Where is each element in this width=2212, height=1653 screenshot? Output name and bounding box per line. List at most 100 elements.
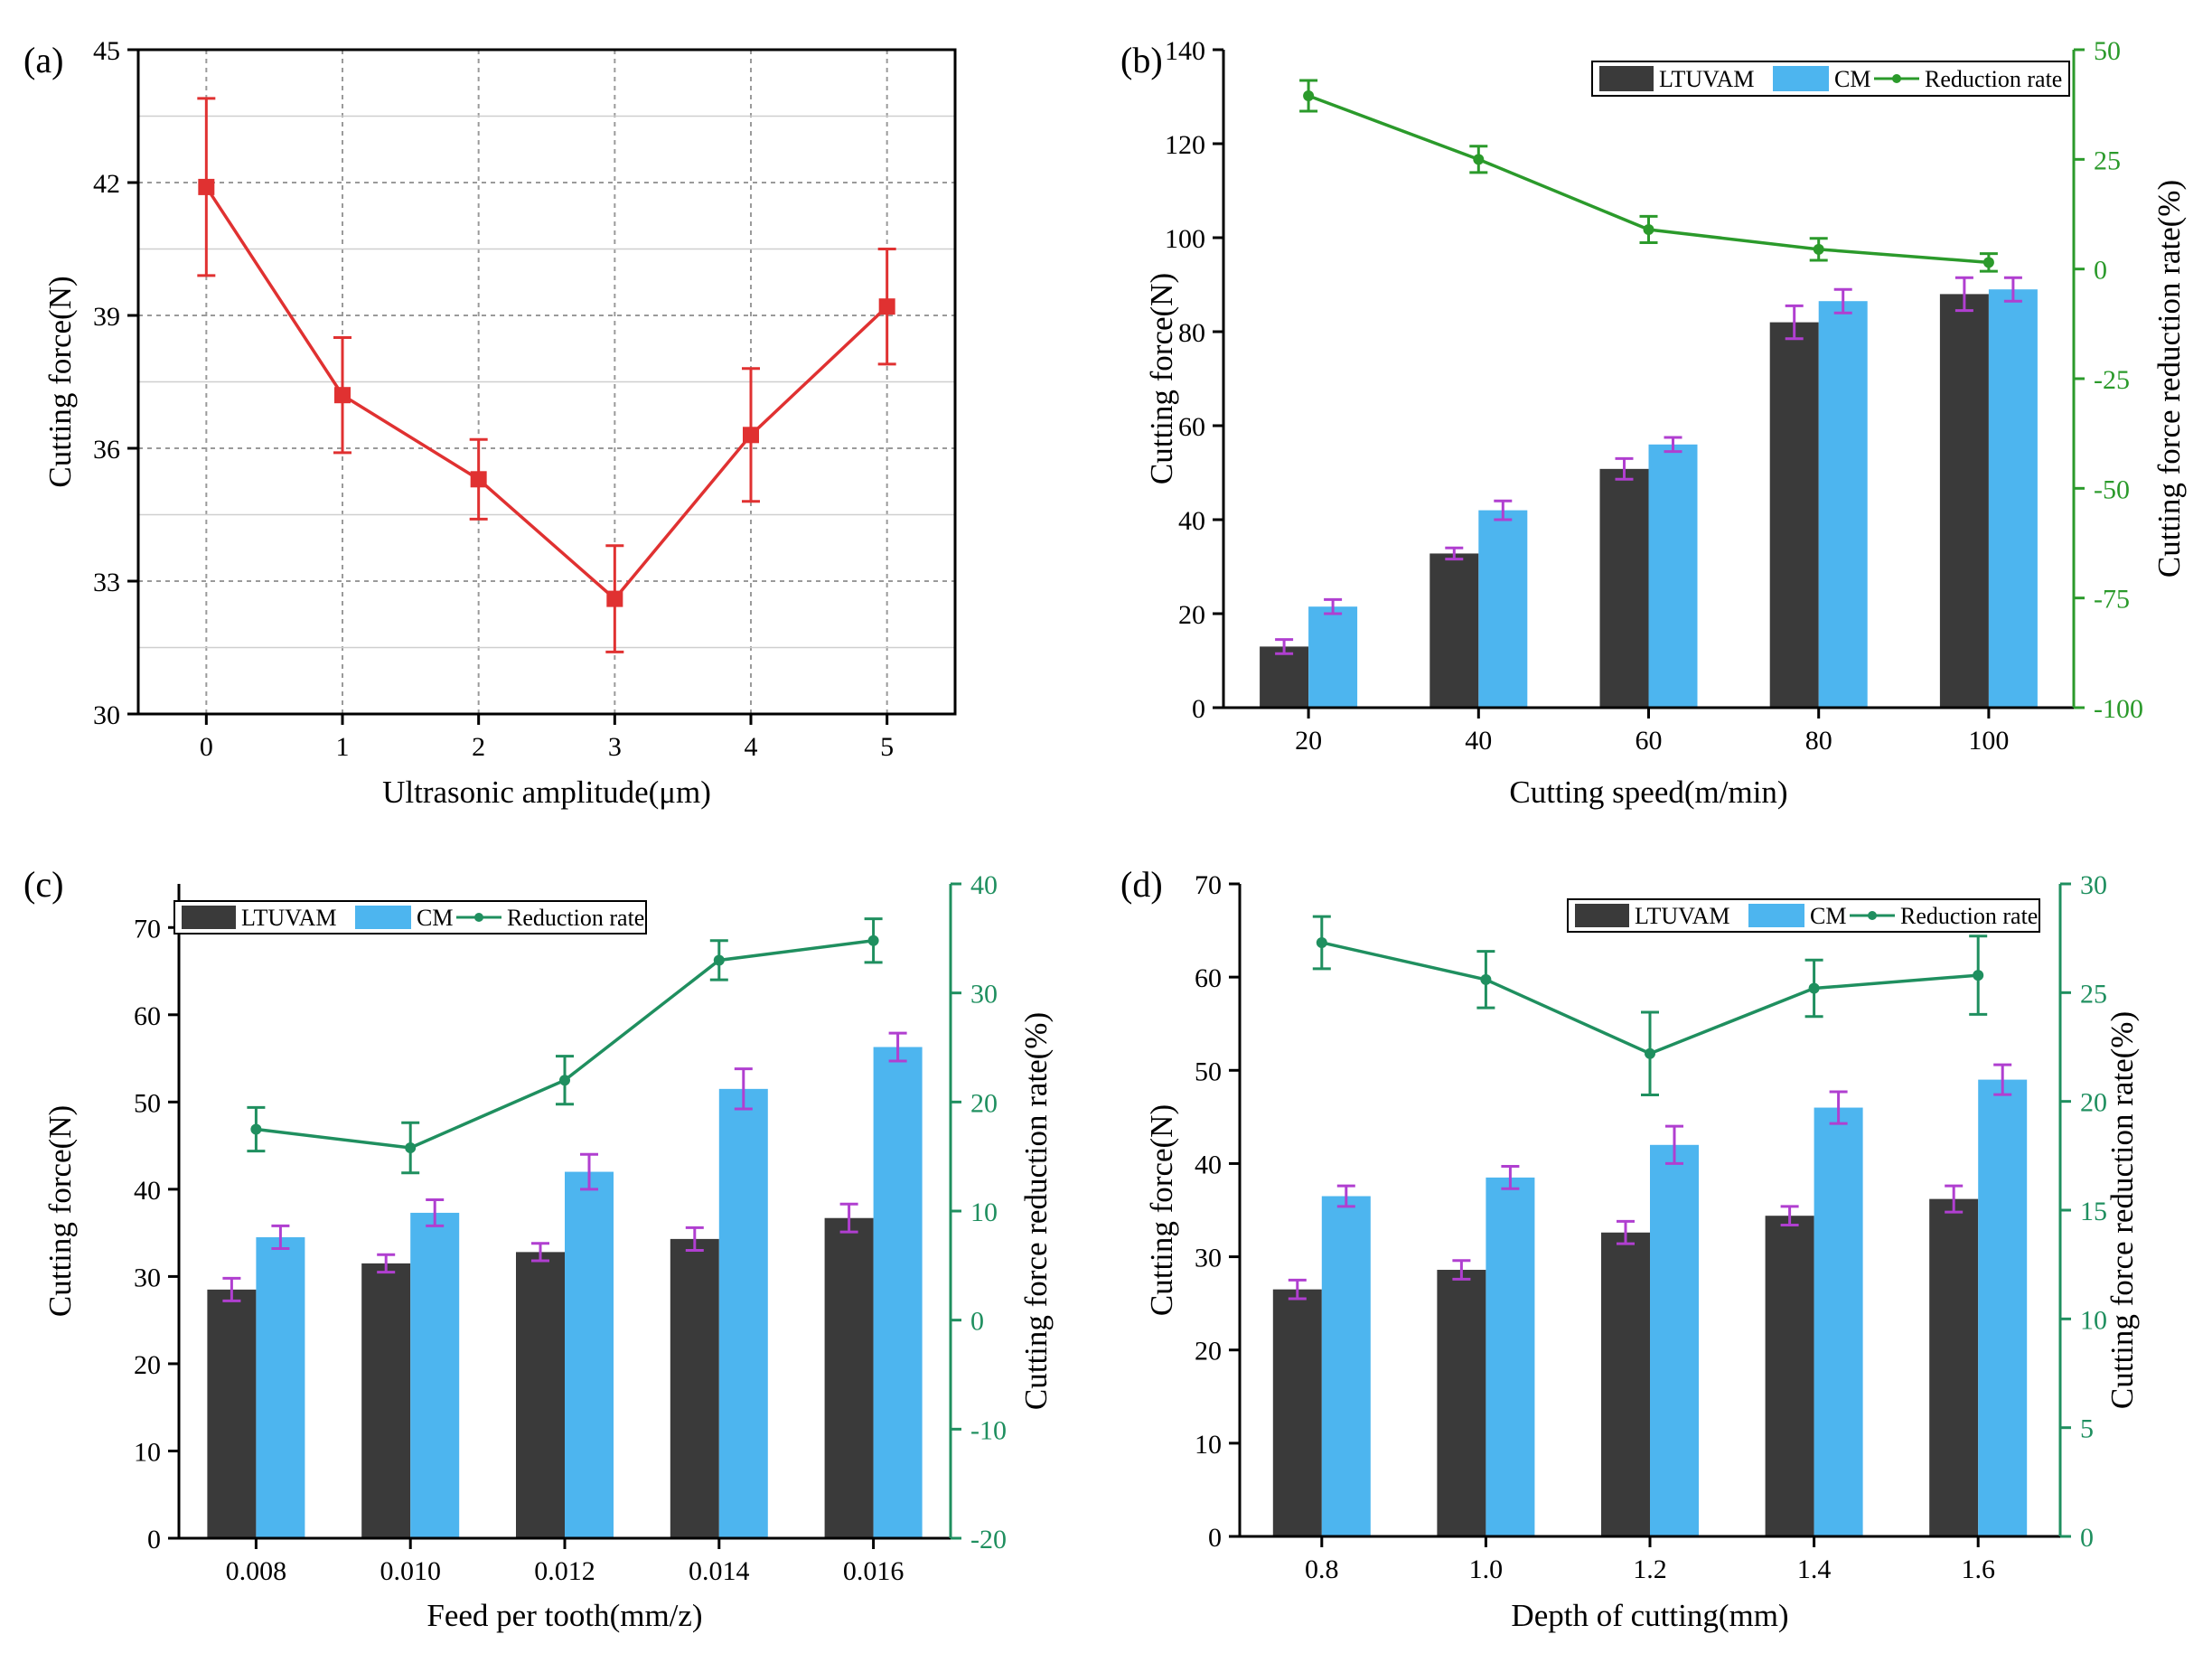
cutting-force-point [743,427,759,444]
x-axis-title: Ultrasonic amplitude(μm) [382,775,711,810]
ltuvam-bar [207,1289,257,1538]
cm-bar [1478,510,1528,708]
ltuvam-bar [1769,322,1819,708]
ltuvam-bar [824,1217,874,1538]
y2-tick-label: 25 [2080,979,2107,1009]
y-tick-label: 60 [1178,412,1205,442]
y2-tick-label: 30 [970,980,998,1010]
y-tick-label: 30 [93,700,120,730]
y2-tick-label: 25 [2094,146,2121,175]
y2-tick-label: 50 [2094,36,2121,66]
y-tick-label: 50 [1195,1057,1222,1086]
y-axis-title: Cutting force(N) [1144,1104,1179,1316]
y2-tick-label: 15 [2080,1197,2107,1226]
panel-label: (c) [23,864,63,905]
x-tick-label: 4 [745,732,758,762]
y-tick-label: 50 [134,1088,161,1118]
reduction-rate-line [256,939,874,1150]
chart-panel-c: (c) 0 10 20 30 40 50 60 70 -20 -10 0 10 20 30 40 0.008 0.… [23,864,1054,1633]
ltuvam-bar [1437,1270,1486,1536]
legend-reduction-marker [1868,911,1877,920]
y-tick-label: 70 [1195,870,1222,900]
x-tick-label: 80 [1805,726,1832,756]
y-tick-label: 60 [134,1001,161,1031]
y-tick-label: 42 [93,169,120,199]
legend-reduction-label: Reduction rate [507,905,644,931]
y-tick-label: 40 [134,1176,161,1206]
y-axis-title: Cutting force(N) [42,1105,78,1317]
y2-axis-title: Cutting force reduction rate(%) [2104,1011,2140,1409]
x-tick-label: 20 [1295,726,1322,756]
y2-tick-label: 30 [2080,870,2107,900]
cutting-force-point [878,298,895,315]
x-tick-label: 2 [472,732,485,762]
x-tick-label: 1.2 [1633,1554,1667,1584]
panel-label: (a) [23,40,63,80]
cm-bar [1486,1177,1535,1536]
cm-bar [718,1088,768,1538]
y-tick-label: 0 [1208,1523,1222,1553]
y2-tick-label: 20 [2080,1088,2107,1118]
x-tick-label: 0.016 [843,1556,904,1586]
y2-tick-label: -10 [970,1415,1007,1445]
reduction-rate-point [1973,970,1984,981]
y-tick-label: 140 [1165,36,1205,66]
cm-bar [873,1047,923,1538]
legend-reduction-marker [1892,74,1901,83]
x-tick-label: 60 [1636,726,1663,756]
reduction-rate-point [250,1123,262,1135]
legend-reduction-label: Reduction rate [1925,66,2062,92]
legend-ltuvam-label: LTUVAM [241,905,336,931]
legend-ltuvam-label: LTUVAM [1635,903,1729,929]
y-tick-label: 33 [93,568,120,597]
cm-bar [1978,1079,2028,1536]
y-tick-label: 30 [134,1263,161,1292]
ltuvam-bar [516,1252,565,1538]
y-tick-label: 20 [1195,1337,1222,1367]
y-tick-label: 80 [1178,318,1205,348]
reduction-rate-point [1643,223,1654,235]
x-axis-title: Feed per tooth(mm/z) [426,1598,702,1633]
y2-tick-label: 10 [2080,1305,2107,1335]
cm-bar [256,1236,305,1538]
legend-cm-label: CM [1834,66,1870,92]
cm-bar [1650,1144,1699,1536]
y-tick-label: 40 [1178,506,1205,536]
ltuvam-bar [1599,468,1649,708]
reduction-rate-point [1982,257,1994,268]
reduction-rate-point [1813,243,1824,255]
ltuvam-bar [1601,1232,1650,1536]
x-tick-label: 0.008 [226,1556,287,1586]
y2-tick-label: 40 [970,870,998,900]
y-axis-title: Cutting force(N) [1144,273,1179,484]
reduction-rate-point [1808,982,1820,994]
x-tick-label: 1.4 [1797,1554,1832,1584]
panel-label: (d) [1120,864,1163,905]
ltuvam-bar [1260,646,1309,708]
ltuvam-bar [361,1263,411,1538]
y2-tick-label: 20 [970,1088,998,1118]
x-tick-label: 100 [1968,726,2009,756]
ltuvam-bar [670,1238,719,1538]
cm-bar [1648,444,1698,708]
x-tick-label: 0 [200,732,213,762]
ltuvam-bar [1939,294,1989,708]
cm-bar [1814,1107,1863,1536]
legend-cm-label: CM [417,905,453,931]
reduction-rate-point [867,935,879,946]
y-tick-label: 10 [1195,1430,1222,1460]
chart-panel-d: (d) 0 10 20 30 40 50 60 70 0 5 10 15 20 25 30 0.8 1.0 1.2 1… [1120,864,2140,1633]
x-tick-label: 1 [336,732,350,762]
legend-cm-swatch [1773,66,1829,91]
y2-tick-label: 5 [2080,1414,2094,1444]
cutting-force-point [198,178,215,195]
cm-bar [1321,1196,1371,1536]
reduction-rate-point [1480,973,1492,985]
y-tick-label: 30 [1195,1244,1222,1273]
y2-tick-label: -20 [970,1525,1007,1554]
y-tick-label: 40 [1195,1150,1222,1179]
y2-axis-title: Cutting force reduction rate(%) [1018,1012,1054,1410]
y2-tick-label: 10 [970,1197,998,1227]
reduction-rate-point [1303,89,1315,101]
